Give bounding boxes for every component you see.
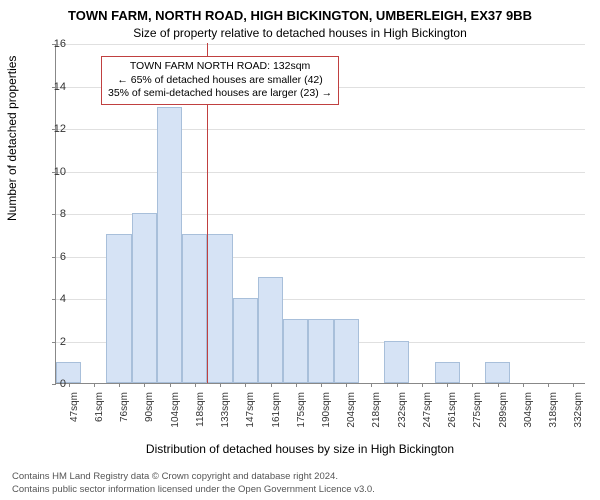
xtick-mark [523, 383, 524, 387]
histogram-bar [106, 234, 131, 383]
xtick-mark [397, 383, 398, 387]
xtick-label: 147sqm [245, 392, 256, 442]
xtick-label: 104sqm [170, 392, 181, 442]
ytick-label: 14 [54, 81, 66, 93]
xtick-mark [498, 383, 499, 387]
ytick-mark [52, 299, 56, 300]
histogram-bar [485, 362, 510, 383]
plot-area: TOWN FARM NORTH ROAD: 132sqm← 65% of det… [55, 44, 585, 384]
histogram-bar [308, 319, 333, 383]
annotation-line-3: 35% of semi-detached houses are larger (… [108, 87, 332, 101]
xtick-label: 318sqm [548, 392, 559, 442]
y-axis-label: Number of detached properties [5, 56, 19, 221]
xtick-label: 118sqm [195, 392, 206, 442]
histogram-bar [283, 319, 308, 383]
histogram-bar [157, 107, 182, 383]
xtick-label: 289sqm [498, 392, 509, 442]
ytick-mark [52, 214, 56, 215]
xtick-mark [447, 383, 448, 387]
histogram-bar [435, 362, 460, 383]
xtick-label: 90sqm [144, 392, 155, 442]
footer-line-1: Contains HM Land Registry data © Crown c… [12, 471, 375, 483]
ytick-label: 12 [54, 123, 66, 135]
xtick-label: 304sqm [523, 392, 534, 442]
ytick-label: 2 [60, 336, 66, 348]
ytick-label: 8 [60, 208, 66, 220]
annotation-line-2: ← 65% of detached houses are smaller (42… [108, 74, 332, 88]
ytick-mark [52, 342, 56, 343]
xtick-label: 61sqm [94, 392, 105, 442]
xtick-mark [119, 383, 120, 387]
ytick-label: 16 [54, 38, 66, 50]
xtick-label: 190sqm [321, 392, 332, 442]
gridline [56, 129, 585, 130]
xtick-mark [346, 383, 347, 387]
xtick-mark [548, 383, 549, 387]
ytick-label: 4 [60, 293, 66, 305]
xtick-label: 47sqm [69, 392, 80, 442]
ytick-label: 10 [54, 166, 66, 178]
xtick-label: 175sqm [296, 392, 307, 442]
histogram-bar [207, 234, 232, 383]
histogram-bar [334, 319, 359, 383]
chart-title-main: TOWN FARM, NORTH ROAD, HIGH BICKINGTON, … [0, 8, 600, 23]
xtick-mark [245, 383, 246, 387]
xtick-mark [220, 383, 221, 387]
gridline [56, 172, 585, 173]
xtick-mark [371, 383, 372, 387]
xtick-mark [195, 383, 196, 387]
xtick-label: 204sqm [346, 392, 357, 442]
histogram-bar [132, 213, 157, 383]
ytick-label: 0 [60, 378, 66, 390]
xtick-label: 161sqm [271, 392, 282, 442]
xtick-label: 232sqm [397, 392, 408, 442]
histogram-bar [258, 277, 283, 383]
xtick-label: 332sqm [573, 392, 584, 442]
xtick-label: 133sqm [220, 392, 231, 442]
chart-container: TOWN FARM, NORTH ROAD, HIGH BICKINGTON, … [0, 0, 600, 500]
gridline [56, 44, 585, 45]
histogram-bar [233, 298, 258, 383]
footer-attribution: Contains HM Land Registry data © Crown c… [12, 471, 375, 496]
annotation-line-1: TOWN FARM NORTH ROAD: 132sqm [108, 60, 332, 74]
ytick-mark [52, 384, 56, 385]
xtick-label: 76sqm [119, 392, 130, 442]
xtick-label: 218sqm [371, 392, 382, 442]
histogram-bar [384, 341, 409, 384]
chart-title-sub: Size of property relative to detached ho… [0, 26, 600, 40]
xtick-mark [296, 383, 297, 387]
xtick-mark [69, 383, 70, 387]
x-axis-label: Distribution of detached houses by size … [0, 442, 600, 456]
xtick-mark [472, 383, 473, 387]
xtick-label: 247sqm [422, 392, 433, 442]
xtick-label: 261sqm [447, 392, 458, 442]
xtick-mark [94, 383, 95, 387]
histogram-bar [182, 234, 207, 383]
xtick-mark [321, 383, 322, 387]
footer-line-2: Contains public sector information licen… [12, 484, 375, 496]
xtick-mark [573, 383, 574, 387]
xtick-mark [422, 383, 423, 387]
xtick-mark [271, 383, 272, 387]
xtick-mark [144, 383, 145, 387]
xtick-mark [170, 383, 171, 387]
annotation-callout: TOWN FARM NORTH ROAD: 132sqm← 65% of det… [101, 56, 339, 105]
ytick-mark [52, 257, 56, 258]
ytick-label: 6 [60, 251, 66, 263]
xtick-label: 275sqm [472, 392, 483, 442]
